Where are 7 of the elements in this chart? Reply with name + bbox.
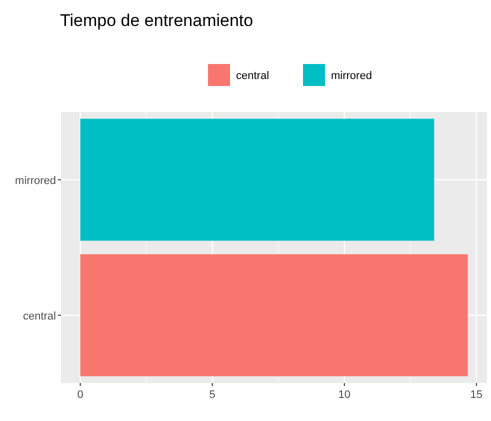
chart-title: Tiempo de entrenamiento [60,11,254,30]
x-tick-label: 0 [77,389,84,401]
legend-label: central [236,70,270,82]
legend-label: mirrored [331,70,372,82]
x-tick-label: 10 [338,389,351,401]
x-tick-label: 5 [209,389,216,401]
x-tick-label: 15 [470,389,483,401]
